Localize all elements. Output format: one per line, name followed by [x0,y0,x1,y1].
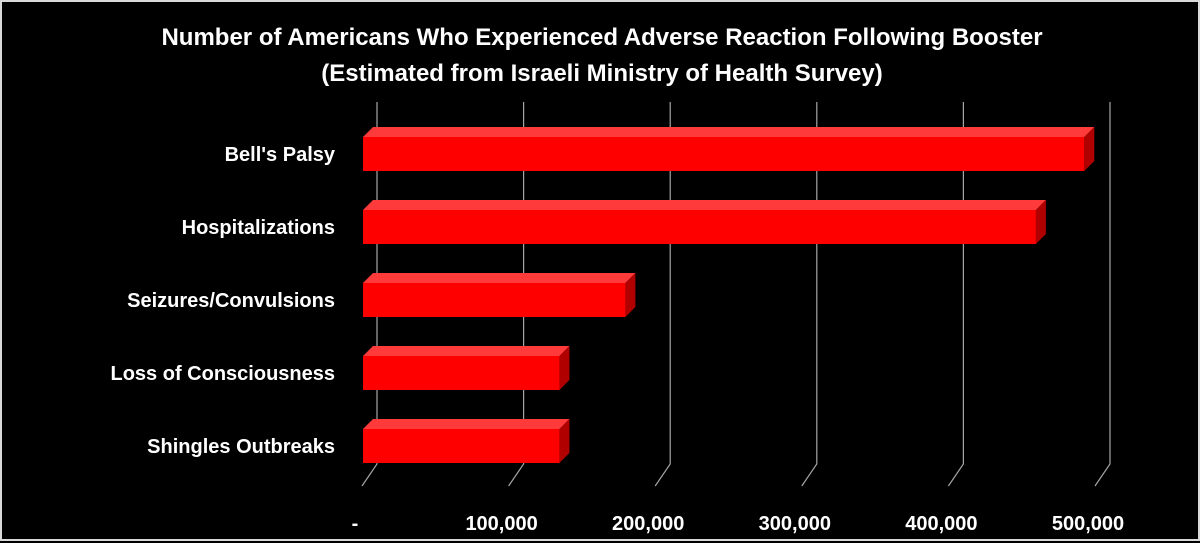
bar [363,346,570,390]
bar [363,127,1095,171]
bar-side-face [625,273,636,317]
bar-front-face [363,429,560,463]
chart-title-line1: Number of Americans Who Experienced Adve… [161,24,1042,51]
bar-side-face [1084,127,1095,171]
bars [363,127,1095,463]
bar-front-face [363,210,1036,244]
bar-front-face [363,356,560,390]
gridline-5 [1094,102,1111,487]
bar-side-face [1035,200,1046,244]
bar [363,200,1046,244]
x-tick-label: 300,000 [759,513,831,535]
category-label: Hospitalizations [182,217,335,239]
x-tick-label: 500,000 [1052,513,1124,535]
x-tick-label: 400,000 [905,513,977,535]
bar-top-face [363,273,636,283]
bar-front-face [363,283,626,317]
chart-title-line2: (Estimated from Israeli Ministry of Heal… [321,60,882,87]
bar [363,419,570,463]
x-tick-labels: - 100,000 200,000 300,000 400,000 500,000 [352,513,1124,535]
x-tick-label: - [352,513,359,535]
category-label: Seizures/Convulsions [127,290,335,312]
category-labels: Bell's Palsy Hospitalizations Seizures/Con… [111,144,336,458]
bar-front-face [363,137,1085,171]
category-label: Shingles Outbreaks [147,436,335,458]
category-label: Loss of Consciousness [111,363,336,385]
bar-top-face [363,200,1046,210]
bar-top-face [363,419,570,429]
category-label: Bell's Palsy [225,144,336,166]
bar-side-face [559,419,570,463]
bar-top-face [363,127,1095,137]
x-tick-label: 200,000 [612,513,684,535]
x-tick-label: 100,000 [465,513,537,535]
bar-side-face [559,346,570,390]
bar-top-face [363,346,570,356]
bar [363,273,636,317]
